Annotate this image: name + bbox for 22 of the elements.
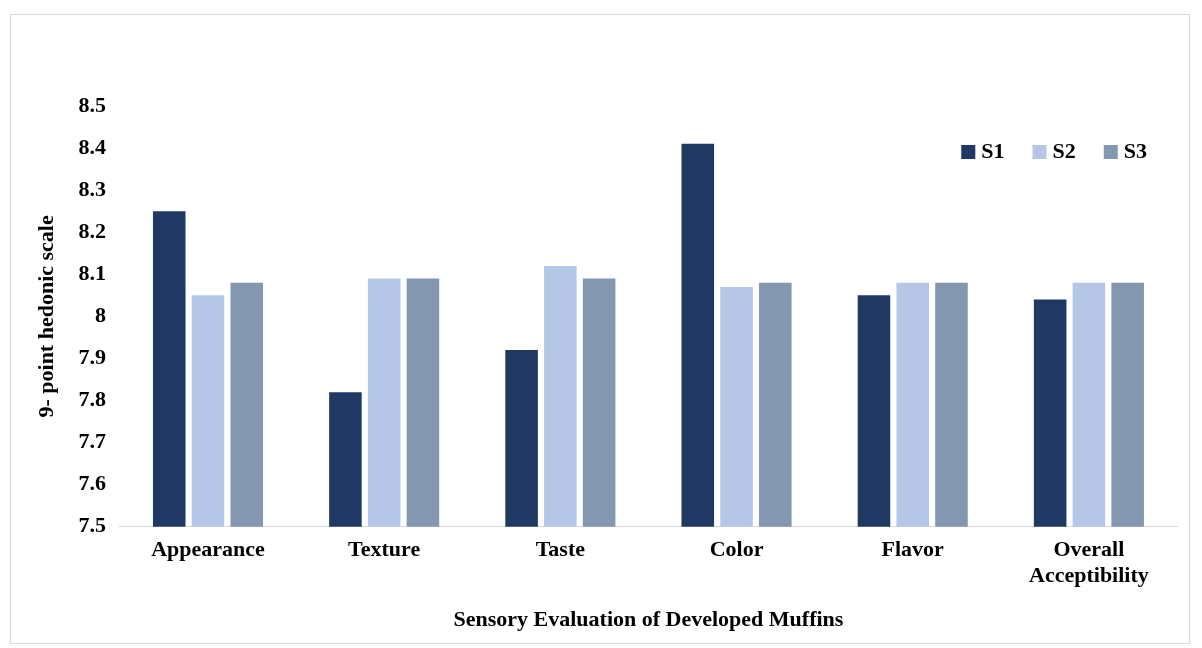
x-tick-label: Taste: [535, 535, 586, 561]
legend-label: S2: [1052, 137, 1076, 163]
x-tick-label: Appearance: [151, 535, 266, 561]
y-tick-label: 8.4: [78, 133, 106, 159]
y-tick-label: 8.3: [78, 175, 106, 201]
y-tick-label: 7.9: [78, 344, 106, 370]
x-tick-label: Overall Acceptibility: [1029, 535, 1149, 588]
y-tick-label: 8: [94, 302, 106, 328]
legend-label: S3: [1123, 137, 1148, 163]
y-tick-label: 7.5: [78, 512, 106, 538]
y-tick-label: 7.8: [78, 386, 106, 412]
y-tick-label: 7.6: [78, 470, 106, 496]
y-tick-label: 8.2: [78, 217, 106, 243]
y-tick-label: 7.7: [78, 428, 106, 454]
x-axis-title: Sensory Evaluation of Developed Muffins: [453, 606, 844, 632]
x-tick-label: Texture: [348, 535, 421, 561]
x-tick-label: Color: [709, 535, 764, 561]
legend-label: S1: [981, 137, 1005, 163]
y-tick-label: 8.1: [78, 260, 106, 286]
y-tick-label: 8.5: [78, 91, 106, 117]
y-axis-title: 9- point hedonic scale: [32, 215, 58, 418]
x-tick-label: Flavor: [881, 535, 945, 561]
